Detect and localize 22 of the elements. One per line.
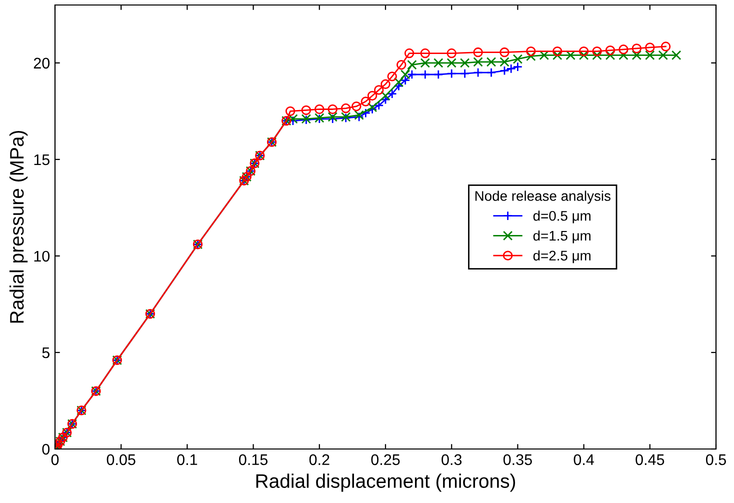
x-tick-label: 0.5 (706, 454, 726, 466)
x-tick-label: 0.45 (636, 454, 664, 466)
y-tick-label: 5 (42, 348, 50, 358)
x-axis-title: Radial displacement (microns) (256, 474, 516, 492)
x-tick-label: 0.35 (503, 454, 532, 466)
x-tick-label: 0.15 (239, 454, 268, 466)
x-tick-label: 0 (51, 454, 59, 466)
y-axis-title: Radial pressure (MPa) (9, 130, 28, 323)
x-tick-label: 0.3 (442, 454, 462, 466)
x-tick-label: 0.1 (177, 454, 198, 466)
y-tick-label: 20 (34, 58, 50, 69)
x-tick-label: 0.25 (371, 454, 400, 466)
x-tick-label: 0.4 (574, 454, 594, 466)
legend-label: d=0.5 μm (533, 210, 590, 224)
legend-label: d=2.5 μm (533, 250, 590, 264)
y-tick-label: 15 (34, 154, 50, 166)
legend-label: d=1.5 μm (533, 230, 590, 244)
x-tick-label: 0.2 (309, 454, 330, 466)
y-tick-label: 0 (42, 444, 50, 455)
x-tick-label: 0.05 (106, 454, 136, 466)
legend-title: Node release analysis (475, 190, 610, 204)
y-tick-label: 10 (34, 250, 50, 262)
